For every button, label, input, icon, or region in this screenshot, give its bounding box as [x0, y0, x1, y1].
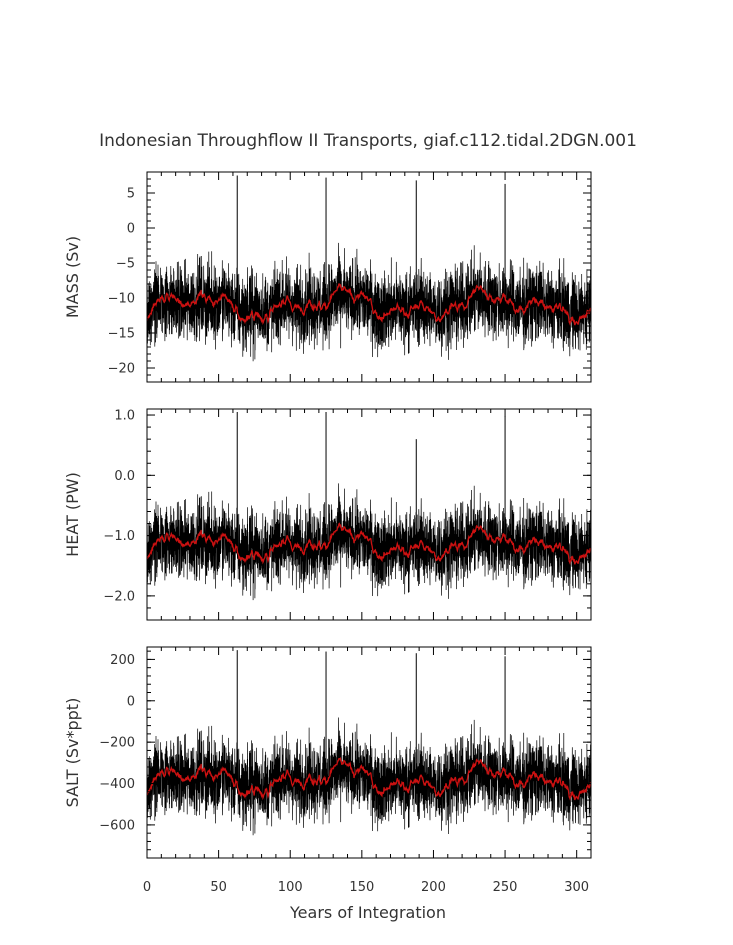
heat-ytick-label-3: −2.0 — [103, 589, 135, 604]
heat-smoothed-series-line — [146, 522, 592, 565]
mass-plot-frame — [146, 171, 592, 383]
salt-ytick-label-0: 200 — [110, 653, 135, 668]
mass-ylabel: MASS (Sv) — [63, 236, 82, 318]
heat-ytick-label-2: −1.0 — [103, 529, 135, 544]
salt-ticks: 200 0 −200 −400 −600 — [99, 647, 592, 859]
salt-raw-series-line — [146, 717, 592, 836]
mass-ytick-label-1: 0 — [127, 222, 135, 237]
heat-plot-frame — [146, 408, 592, 621]
x-tick-label-2: 100 — [278, 880, 303, 895]
salt-panel: 200 0 −200 −400 −600 SALT (Sv*ppt) — [63, 646, 592, 859]
mass-ytick-label-2: −5 — [116, 257, 135, 272]
salt-ytick-label-3: −400 — [99, 777, 135, 792]
salt-ytick-label-2: −200 — [99, 736, 135, 751]
x-tick-label-1: 50 — [210, 880, 227, 895]
mass-ytick-label-4: −15 — [108, 327, 135, 342]
mass-raw-series-line — [146, 242, 592, 362]
chart-title: Indonesian Throughflow II Transports, gi… — [99, 131, 637, 151]
heat-ytick-label-0: 1.0 — [114, 409, 135, 424]
heat-data-layer — [146, 412, 592, 601]
mass-ytick-label-3: −10 — [108, 292, 135, 307]
heat-ylabel: HEAT (PW) — [63, 472, 82, 557]
x-axis-label: Years of Integration — [289, 903, 446, 922]
heat-ytick-label-1: 0.0 — [114, 469, 135, 484]
mass-panel: 5 0 −5 −10 −15 −20 MASS (Sv) — [63, 171, 592, 383]
mass-data-layer — [146, 175, 592, 362]
salt-ytick-label-1: 0 — [127, 694, 135, 709]
heat-ticks: 1.0 0.0 −1.0 −2.0 — [103, 409, 592, 620]
heat-raw-series-line — [146, 483, 592, 601]
heat-panel: 1.0 0.0 −1.0 −2.0 HEAT (PW) — [63, 408, 592, 621]
salt-plot-frame — [146, 646, 592, 859]
x-tick-label-6: 300 — [564, 880, 589, 895]
mass-smoothed-series-line — [146, 283, 592, 326]
salt-data-layer — [146, 650, 592, 836]
salt-ytick-label-4: −600 — [99, 818, 135, 833]
mass-ytick-label-0: 5 — [127, 187, 135, 202]
x-tick-label-5: 250 — [493, 880, 518, 895]
mass-ticks: 5 0 −5 −10 −15 −20 — [108, 171, 592, 383]
salt-ylabel: SALT (Sv*ppt) — [63, 698, 82, 808]
salt-smoothed-series-line — [146, 756, 592, 801]
x-tick-label-0: 0 — [143, 880, 151, 895]
x-tick-labels: 0 50 100 150 200 250 300 — [143, 880, 589, 895]
x-tick-label-3: 150 — [349, 880, 374, 895]
mass-ytick-label-5: −20 — [108, 362, 135, 377]
x-tick-label-4: 200 — [421, 880, 446, 895]
